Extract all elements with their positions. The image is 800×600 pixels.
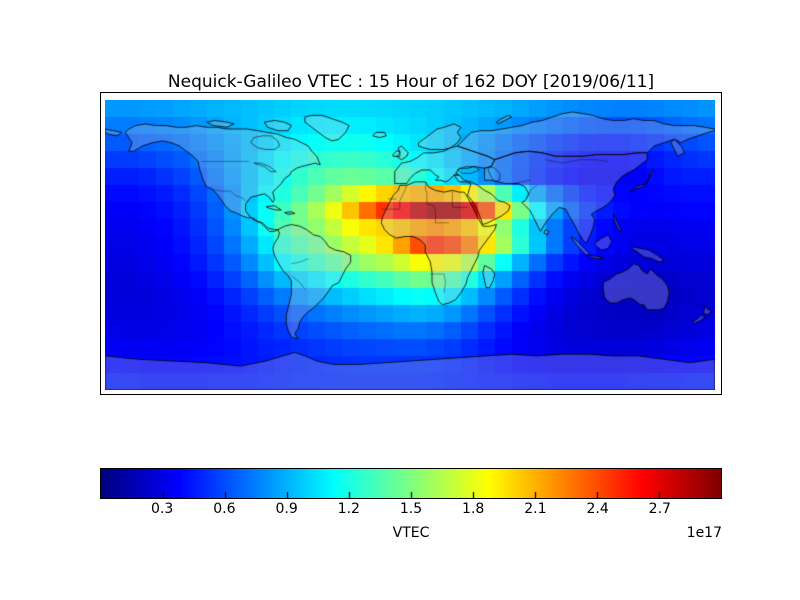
colorbar-offset-label: 1e17 xyxy=(686,525,722,541)
colorbar-canvas xyxy=(101,469,721,498)
colorbar-tick-label: 0.3 xyxy=(151,501,174,517)
colorbar-tick-label: 2.1 xyxy=(524,501,547,517)
plot-title: Nequick-Galileo VTEC : 15 Hour of 162 DO… xyxy=(167,72,655,92)
colorbar-tick-label: 2.4 xyxy=(586,501,609,517)
vtec-heatmap-canvas xyxy=(105,100,715,390)
colorbar-tick-labels: 0.3 0.6 0.9 1.2 1.5 1.8 2.1 2.4 2.7 xyxy=(100,501,722,519)
colorbar-frame xyxy=(100,468,722,499)
colorbar-label: VTEC xyxy=(392,525,430,541)
colorbar-tick-label: 0.9 xyxy=(275,501,298,517)
colorbar-tick-label: 1.8 xyxy=(462,501,485,517)
map-axes xyxy=(100,92,722,395)
colorbar-tick-label: 1.2 xyxy=(337,501,360,517)
colorbar-tick-label: 2.7 xyxy=(648,501,671,517)
colorbar-tick-label: 0.6 xyxy=(213,501,236,517)
colorbar-tick-label: 1.5 xyxy=(399,501,423,517)
